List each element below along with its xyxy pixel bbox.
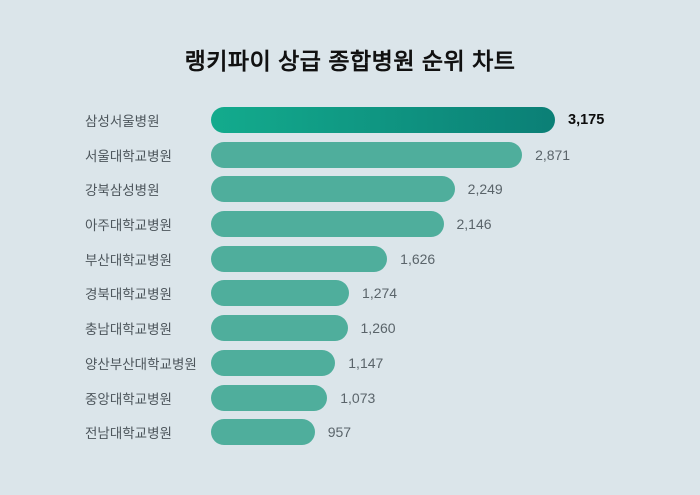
bar-value: 2,871 [535, 146, 571, 163]
chart-row: 서울대학교병원 2,871 [85, 141, 700, 168]
bar-value: 1,260 [360, 320, 396, 337]
bar [211, 211, 444, 238]
chart-row: 전남대학교병원 957 [85, 419, 700, 446]
bar-label: 강북삼성병원 [85, 183, 160, 199]
bar-label: 충남대학교병원 [85, 322, 172, 338]
bar-value: 1,073 [340, 389, 376, 406]
bar-value: 3,175 [568, 112, 605, 128]
bar [211, 245, 388, 272]
bar [211, 107, 555, 133]
chart-title: 랭키파이 상급 종합병원 순위 차트 [184, 48, 516, 74]
bar-value: 1,626 [400, 250, 436, 267]
bar-label: 아주대학교병원 [85, 218, 172, 234]
bar-rows: 삼성서울병원 3,175 서울대학교병원 2,871 강북삼성병원 2,249 아주대학교병… [85, 107, 700, 446]
bar [211, 176, 455, 203]
chart-row: 강북삼성병원 2,249 [85, 176, 700, 203]
chart-row: 부산대학교병원 1,626 [85, 245, 700, 272]
bar-label: 전남대학교병원 [85, 426, 172, 442]
chart-row: 경북대학교병원 1,274 [85, 280, 700, 307]
bar [211, 280, 350, 307]
chart-row: 아주대학교병원 2,146 [85, 211, 700, 238]
chart-row: 삼성서울병원 3,175 [85, 107, 700, 133]
bar-value: 2,146 [456, 216, 492, 233]
bar [211, 315, 348, 342]
bar-label: 양산부산대학교병원 [85, 356, 197, 372]
bar-value: 2,249 [467, 181, 503, 198]
bar [211, 384, 328, 411]
bar-value: 957 [327, 424, 352, 441]
chart-row: 양산부산대학교병원 1,147 [85, 349, 700, 376]
bar-label: 삼성서울병원 [85, 114, 160, 129]
bar [211, 349, 336, 376]
bar-label: 중앙대학교병원 [85, 391, 172, 407]
bar-label: 부산대학교병원 [85, 252, 172, 268]
chart-row: 중앙대학교병원 1,073 [85, 384, 700, 411]
bar-value: 1,147 [348, 354, 384, 371]
bar-label: 서울대학교병원 [85, 148, 172, 164]
bar [211, 141, 523, 168]
bar [211, 419, 315, 446]
bar-label: 경북대학교병원 [85, 287, 172, 303]
bar-value: 1,274 [362, 285, 398, 302]
chart-row: 충남대학교병원 1,260 [85, 315, 700, 342]
